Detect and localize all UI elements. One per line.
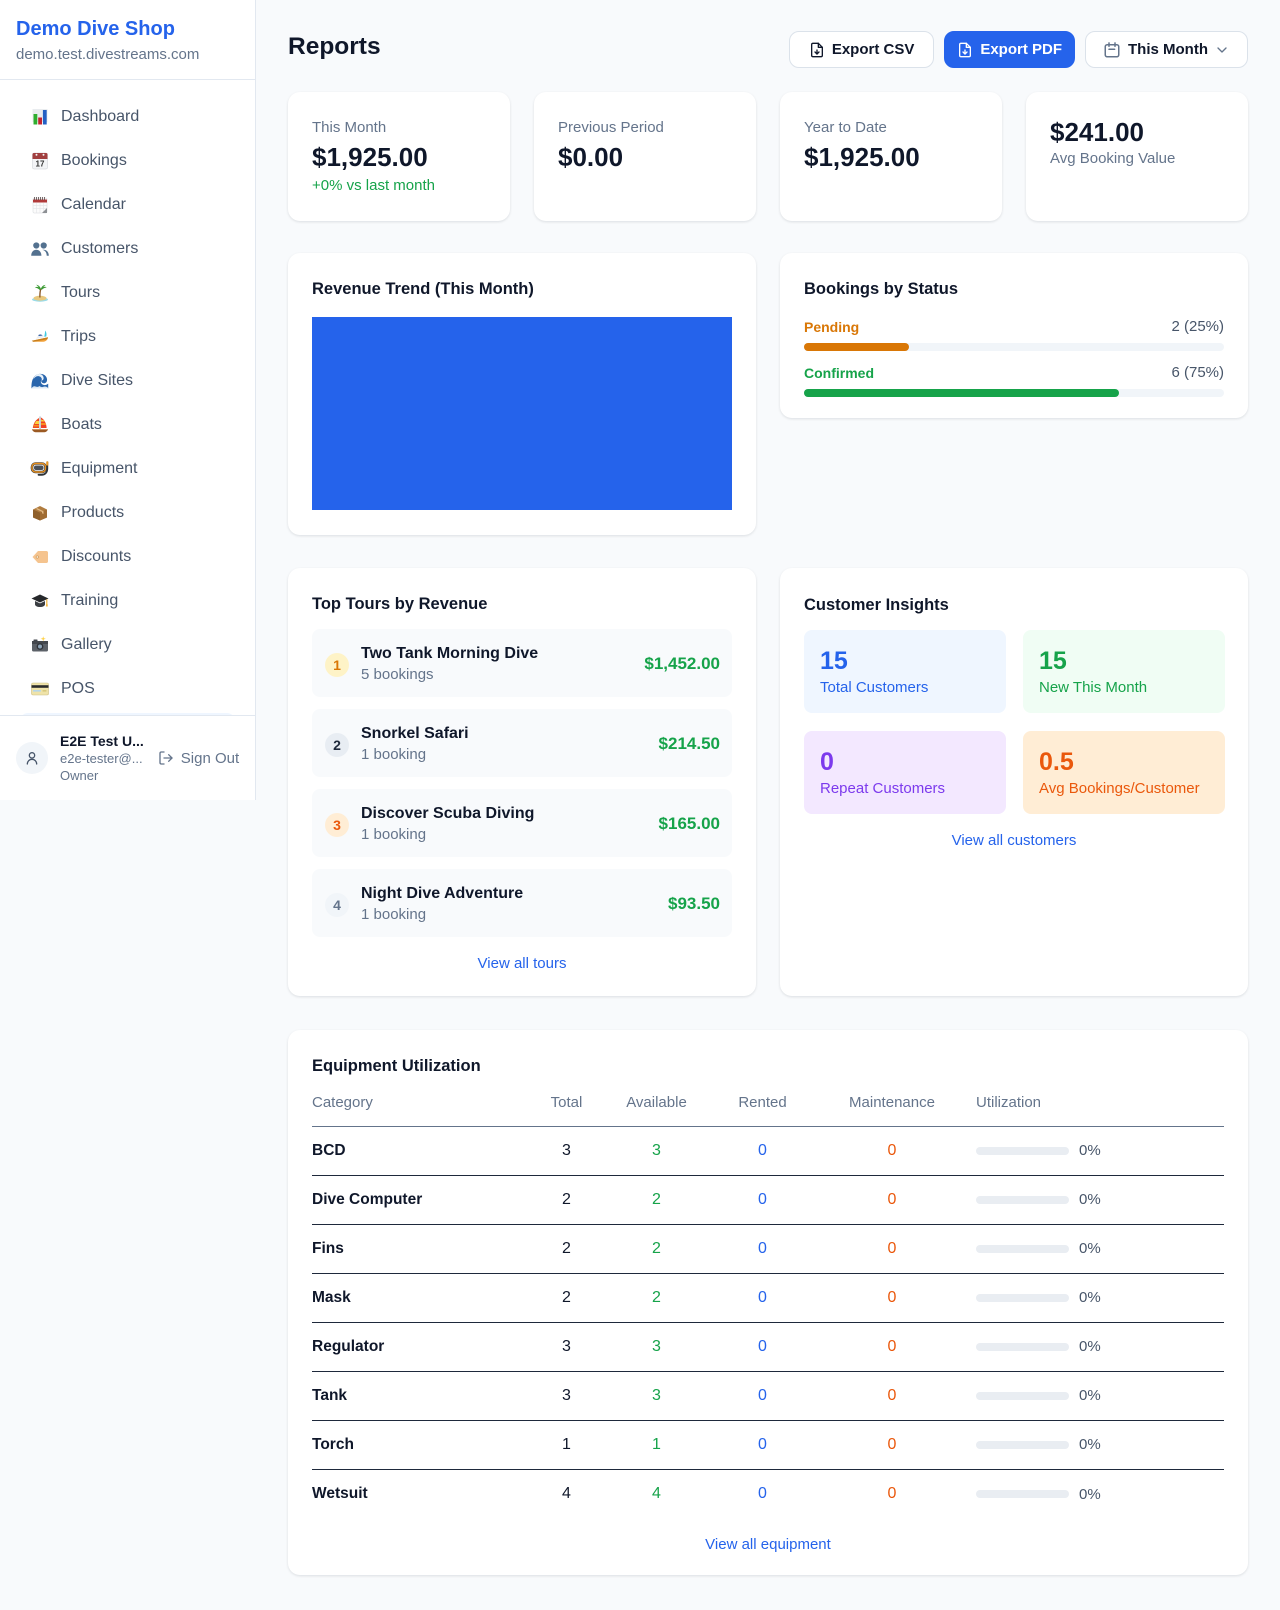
svg-text:17: 17 (36, 160, 45, 169)
